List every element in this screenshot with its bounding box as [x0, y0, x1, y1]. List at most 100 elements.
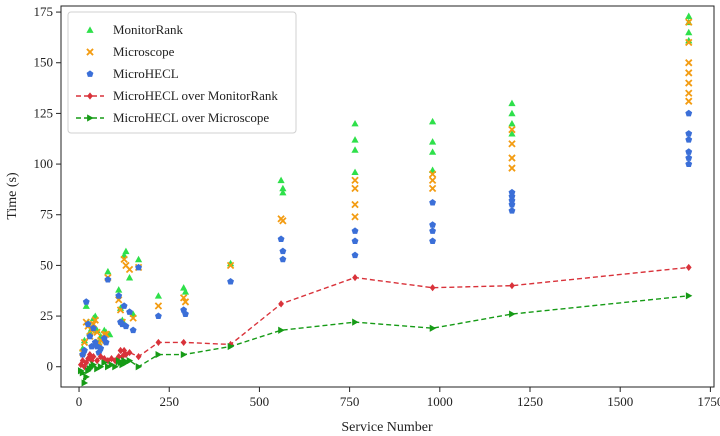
monitorrank-point — [685, 12, 693, 20]
microhecl-over-microscope-point — [278, 326, 285, 334]
microscope-point-stroke — [685, 79, 693, 87]
legend-entry-microhecl-over-monitorrank: MicroHECL over MonitorRank — [76, 88, 278, 103]
microhecl-point — [279, 255, 287, 263]
microscope-point — [129, 314, 137, 322]
microscope-point-stroke — [508, 164, 516, 172]
microhecl-point — [182, 310, 189, 317]
microhecl-point — [120, 302, 128, 309]
x-tick-label: 1000 — [427, 394, 453, 409]
monitorrank-point — [428, 117, 437, 125]
microscope-point — [685, 59, 693, 67]
microhecl-over-monitorrank-point — [180, 338, 187, 347]
microhecl-point — [429, 221, 437, 228]
microscope-point — [685, 18, 693, 26]
legend-entry-monitorrank: MonitorRank — [86, 22, 184, 37]
microhecl-over-microscope-point — [83, 373, 90, 381]
monitorrank-point — [351, 136, 359, 143]
microhecl-over-monitorrank-point — [101, 355, 108, 363]
microhecl-point — [351, 237, 359, 244]
legend-marker-monitorrank — [86, 26, 94, 33]
microscope-point — [91, 316, 99, 324]
microhecl-over-monitorrank-point — [685, 263, 692, 272]
x-tick-label: 1500 — [607, 394, 633, 409]
microhecl-over-microscope-point — [123, 359, 130, 367]
legend-marker-microhecl-over-microscope — [87, 114, 94, 122]
microhecl-over-monitorrank-point — [135, 353, 142, 361]
microscope-point-stroke — [154, 302, 163, 310]
microscope-point-stroke — [129, 314, 137, 322]
microscope-point-stroke — [685, 18, 693, 26]
microscope-point — [351, 184, 359, 193]
microscope-point-stroke — [122, 261, 130, 270]
monitorrank-point — [428, 148, 437, 155]
monitorrank-point — [181, 288, 190, 295]
microscope-point — [685, 38, 693, 47]
microhecl-point — [86, 332, 94, 340]
microscope-point-stroke — [351, 176, 359, 184]
microscope-point-stroke — [351, 213, 359, 221]
microhecl-over-microscope-point — [126, 357, 134, 365]
microscope-point — [685, 97, 693, 105]
microhecl-point — [126, 308, 133, 315]
y-tick-label: 125 — [34, 105, 54, 120]
microhecl-point — [685, 130, 693, 137]
microhecl-over-microscope-point — [105, 363, 112, 371]
legend: MonitorRank Microscope MicroHECL MicroHECL … — [67, 11, 297, 134]
microhecl-point — [82, 298, 90, 305]
microscope-point — [154, 302, 163, 310]
microhecl-over-microscope-point — [155, 350, 163, 359]
microhecl-over-monitorrank-point — [119, 353, 126, 361]
microhecl-over-monitorrank-point — [88, 357, 95, 365]
microhecl-point — [129, 326, 137, 334]
microscope-point-stroke — [685, 38, 693, 47]
microscope-point-stroke — [428, 176, 437, 184]
microscope-point-stroke — [508, 140, 516, 148]
microhecl-over-microscope-point — [685, 292, 693, 300]
microscope-point-stroke — [685, 97, 693, 105]
microscope-point-stroke — [428, 184, 437, 193]
legend-label-microscope: Microscope — [113, 44, 175, 59]
x-tick-label: 1250 — [517, 394, 543, 409]
monitorrank-point — [115, 286, 123, 293]
microhecl-point — [102, 338, 110, 346]
microhecl-point — [84, 320, 92, 328]
microhecl-point — [115, 292, 123, 299]
monitorrank-point — [508, 130, 516, 137]
monitorrank-point — [82, 302, 90, 309]
microhecl-point — [685, 148, 693, 155]
microscope-point — [685, 79, 693, 87]
microscope-point — [179, 294, 188, 302]
microhecl-over-monitorrank-point — [278, 300, 284, 308]
legend-marker-microhecl-over-monitorrank — [87, 92, 93, 100]
microhecl-over-microscope-point — [429, 324, 437, 332]
x-tick-label: 250 — [159, 394, 179, 409]
microhecl-over-microscope-point — [227, 342, 235, 351]
microhecl-point — [351, 227, 359, 234]
microhecl-over-microscope-point — [108, 361, 116, 369]
microhecl-over-microscope-point — [97, 363, 105, 371]
microhecl-point — [685, 154, 693, 161]
microscope-point-stroke — [91, 316, 99, 324]
microhecl-point — [508, 196, 516, 204]
microhecl-point — [429, 227, 437, 234]
microhecl-over-monitorrank-point — [81, 363, 88, 371]
microhecl-point — [508, 192, 516, 200]
y-tick-label: 75 — [40, 207, 53, 222]
microscope-point-stroke — [181, 298, 190, 306]
microscope-point-stroke — [93, 328, 101, 336]
microhecl-point — [351, 251, 359, 259]
microscope-point-stroke — [428, 170, 437, 178]
monitorrank-point — [104, 267, 112, 275]
microhecl-point — [122, 322, 130, 330]
microscope-point-stroke — [685, 59, 693, 67]
series-microscope — [78, 18, 693, 357]
legend-label-monitorrank: MonitorRank — [113, 22, 184, 37]
microhecl-point — [685, 160, 693, 167]
microscope-point-stroke — [179, 294, 188, 302]
y-tick-label: 0 — [47, 359, 54, 374]
microscope-point-stroke — [351, 184, 359, 193]
plot-area — [77, 12, 693, 387]
microhecl-over-microscope-point — [90, 361, 98, 369]
legend-marker-microscope-stroke — [86, 48, 94, 56]
